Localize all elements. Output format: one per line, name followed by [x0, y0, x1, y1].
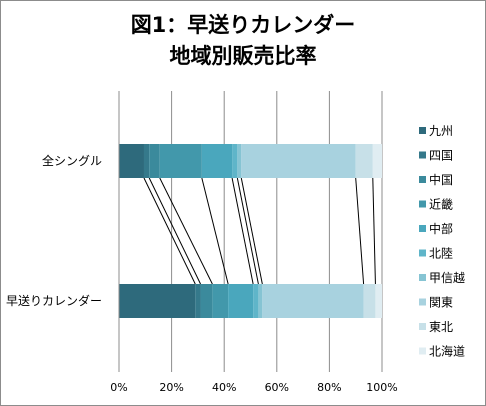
- legend-label: 関東: [429, 296, 453, 310]
- series-line: [355, 177, 365, 285]
- chart-title: 図1：早送りカレンダー 地域別販売比率: [131, 13, 356, 68]
- bar-segment: [200, 284, 213, 318]
- chart-title-line-2: 地域別販売比率: [170, 44, 317, 68]
- series-line: [148, 177, 201, 285]
- bar-segment: [253, 284, 259, 318]
- series-line: [159, 177, 213, 285]
- x-tick-label: 60%: [265, 381, 289, 394]
- bar-stacks: [119, 144, 382, 318]
- legend-label: 甲信越: [429, 271, 465, 285]
- bar-segment: [119, 284, 196, 318]
- legend-swatch: [419, 176, 426, 183]
- series-line: [236, 177, 259, 285]
- bar-segment: [363, 284, 376, 318]
- bar-segment: [355, 144, 373, 178]
- series-line: [240, 177, 263, 285]
- legend-swatch: [419, 347, 426, 355]
- legend-label: 中国: [429, 172, 453, 187]
- legend-swatch: [419, 127, 426, 134]
- series-line: [231, 177, 254, 285]
- legend-swatch: [419, 151, 426, 159]
- bar-segment: [262, 284, 364, 318]
- x-tick-label: 40%: [212, 381, 236, 394]
- legend-label: 四国: [429, 149, 453, 163]
- legend-label: 九州: [429, 124, 453, 138]
- gridlines: [118, 91, 383, 372]
- legend-swatch: [419, 323, 426, 330]
- legend-label: 中部: [429, 221, 453, 236]
- bar-segment: [258, 284, 263, 318]
- legend-swatch: [419, 298, 426, 306]
- bar-segment: [372, 144, 382, 178]
- x-tick-label: 100%: [366, 381, 397, 394]
- bar-segment: [212, 284, 229, 318]
- series-lines: [143, 177, 376, 285]
- bar-segment: [143, 144, 150, 178]
- series-line: [372, 177, 376, 285]
- series-line: [143, 177, 196, 285]
- bar-segment: [201, 144, 233, 178]
- legend-swatch: [419, 200, 426, 208]
- legend-label: 北海道: [429, 344, 465, 359]
- bar-segment: [159, 144, 202, 178]
- bar-segment: [237, 144, 242, 178]
- legend-label: 近畿: [429, 198, 453, 212]
- category-label: 早送りカレンダー: [6, 293, 102, 308]
- bar-segment: [232, 144, 238, 178]
- series-line: [201, 177, 229, 285]
- bar-segment: [195, 284, 201, 318]
- legend-swatch: [419, 225, 426, 232]
- bar-segment: [241, 144, 356, 178]
- legend-swatch: [419, 249, 426, 257]
- bar-segment: [375, 284, 382, 318]
- category-label: 全シングル: [42, 153, 102, 168]
- x-tick-label: 20%: [159, 381, 183, 394]
- legend-label: 東北: [429, 320, 453, 334]
- x-tick-label: 80%: [317, 381, 341, 394]
- legend-swatch: [419, 274, 426, 281]
- bar-segment: [119, 144, 144, 178]
- bar-segment: [149, 144, 160, 178]
- bar-segment: [228, 284, 254, 318]
- x-tick-label: 0%: [110, 381, 127, 394]
- legend-label: 北陸: [429, 247, 453, 261]
- chart-title-line-1: 図1：早送りカレンダー: [131, 13, 356, 37]
